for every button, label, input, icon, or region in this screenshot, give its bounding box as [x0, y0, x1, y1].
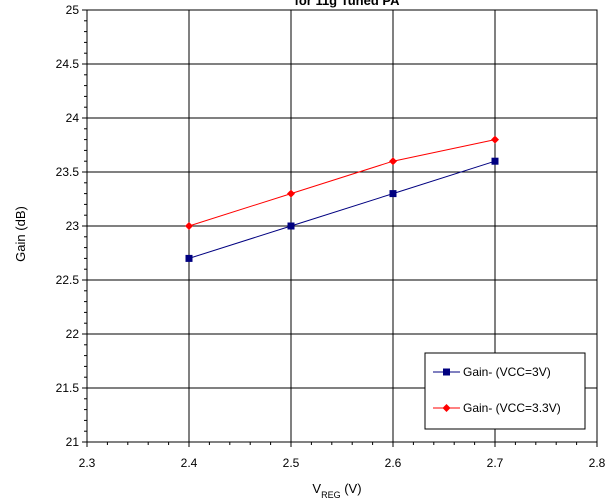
data-point: [287, 189, 295, 198]
data-point: [389, 157, 397, 166]
axes: [82, 9, 598, 447]
legend-item-2: Gain- (VCC=3.3V): [433, 401, 561, 415]
data-series: [185, 135, 499, 262]
series-line: [188, 160, 496, 259]
legend: Gain- (VCC=3V) Gain- (VCC=3.3V): [424, 352, 586, 430]
x-axis-label-unit: (V): [341, 481, 362, 496]
legend-item-1: Gain- (VCC=3V): [433, 365, 551, 379]
x-axis-label-main: V: [312, 481, 321, 496]
data-point: [185, 222, 193, 230]
legend-box: [424, 352, 586, 430]
series-2: [185, 135, 499, 230]
tick-label-x: 2.7: [487, 456, 504, 470]
x-axis-label: VREG (V): [312, 481, 361, 500]
data-point: [287, 222, 295, 230]
tick-label-x: 2.3: [79, 456, 96, 470]
tick-label-y: 21: [66, 435, 80, 449]
legend-marker: [443, 368, 450, 376]
tick-label-x: 2.5: [283, 456, 300, 470]
tick-label-y: 25: [66, 3, 80, 17]
tick-label-y: 22: [66, 327, 80, 341]
tick-label-x: 2.8: [589, 456, 606, 470]
data-point: [491, 157, 499, 165]
legend-label: Gain- (VCC=3V): [463, 365, 551, 379]
tick-label-y: 23: [66, 219, 80, 233]
chart-title: for 11g Tuned PA: [295, 0, 401, 8]
tick-labels: 21 21.5 22 22.5 23 23.5 24 24.5 25 2.3 2.4 2.5 2.6 2.…: [56, 3, 606, 470]
data-point: [389, 190, 397, 198]
tick-label-y: 22.5: [56, 273, 80, 287]
tick-label-x: 2.6: [385, 456, 402, 470]
data-point: [491, 135, 499, 144]
plot-frame: [86, 9, 598, 443]
legend-label: Gain- (VCC=3.3V): [463, 401, 561, 415]
y-axis-label: Gain (dB): [13, 206, 28, 262]
tick-label-y: 21.5: [56, 381, 80, 395]
legend-marker: [442, 404, 451, 412]
x-axis-label-subscript: REG: [321, 490, 341, 500]
data-point: [185, 254, 193, 262]
tick-label-y: 24: [66, 111, 80, 125]
tick-label-y: 23.5: [56, 165, 80, 179]
tick-label-y: 24.5: [56, 57, 80, 71]
tick-label-x: 2.4: [181, 456, 198, 470]
series-line: [188, 139, 496, 227]
series-1: [185, 157, 499, 262]
